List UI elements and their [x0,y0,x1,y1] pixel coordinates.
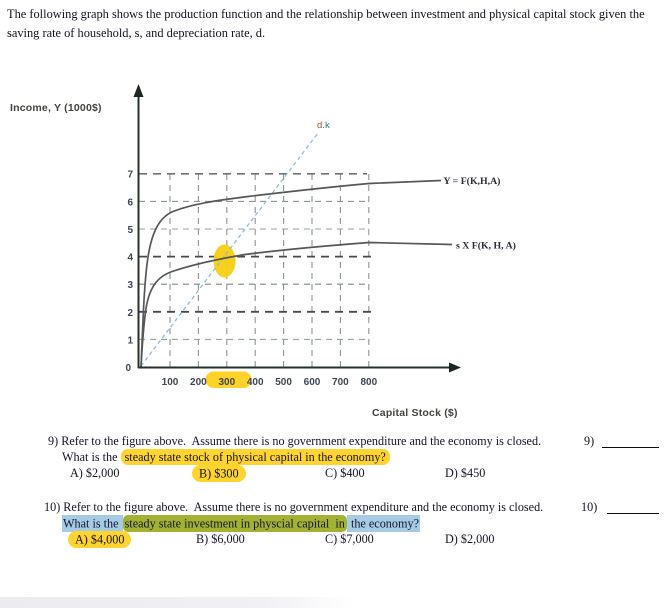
y-tick-labels: 7 6 5 4 3 2 1 0 [125,170,133,375]
question-10-option-a: A) $4,000 [68,530,132,548]
x-axis-title: Capital Stock ($) [372,407,458,419]
question-9-stem: 9) Refer to the figure above. Assume the… [48,434,542,448]
question-9-prompt-prefix: What is the [62,450,121,464]
y-tick-2: 2 [127,308,133,319]
question-10-prompt: What is the steady state investment in p… [62,514,420,532]
axes [133,84,461,373]
vertical-gridlines [169,174,370,367]
x-axis-arrow-icon [449,362,461,373]
question-10-option-b: B) $6,000 [196,532,245,546]
x-tick-600: 600 [304,377,321,388]
y-tick-5: 5 [127,225,133,236]
y-tick-0: 0 [125,363,131,374]
x-tick-800: 800 [360,377,377,388]
y-tick-7: 7 [127,170,133,181]
page-bottom-scan-artifact [0,597,354,608]
y-tick-1: 1 [127,336,133,347]
x-tick-100: 100 [162,377,179,388]
question-9-prompt: What is the steady state stock of physic… [62,449,390,465]
horizontal-gridlines [139,173,371,340]
production-curve [140,179,442,368]
question-9-option-b: B) $300 [192,464,246,482]
depreciation-line-label: d.k [317,120,330,131]
question-10-answer-blank [607,513,659,514]
x-tick-300: 300 [218,377,235,388]
question-9-option-d: D) $450 [445,466,486,480]
question-9-answer-label: 9) [584,434,595,448]
x-tick-500: 500 [275,377,292,388]
production-function-chart: 100 200 300 400 500 600 700 800 7 6 5 4 … [125,84,516,388]
question-10-prompt-suffix: the economy? [346,514,420,532]
question-10-option-c: C) $7,000 [325,532,374,546]
question-9-option-c: C) $400 [325,466,365,480]
steady-state-highlight [213,244,236,278]
y-tick-6: 6 [127,198,133,209]
saving-curve [140,241,453,368]
question-9-prompt-highlight: steady state stock of physical capital i… [120,449,390,465]
y-tick-4: 4 [127,253,133,264]
question-9-answer-blank [602,447,659,448]
y-axis-arrow-icon [133,84,144,97]
x-tick-300-highlight [205,371,252,388]
saving-curve-label: s X F(K, H, A) [456,241,516,252]
question-9-option-a: A) $2,000 [70,466,120,480]
production-curve-label: Y = F(K,H,A) [444,176,501,187]
x-tick-200: 200 [190,377,207,388]
question-10-answer-label: 10) [581,500,598,514]
x-tick-400: 400 [247,377,264,388]
y-axis-title: Income, Y (1000$) [10,102,102,114]
x-tick-labels: 100 200 300 400 500 600 700 800 [162,377,378,388]
y-tick-3: 3 [127,280,133,291]
x-tick-700: 700 [332,377,349,388]
question-10-prompt-prefix: What is the [62,514,123,532]
question-10-option-d: D) $2,000 [445,532,495,546]
question-10-stem: 10) Refer to the figure above. Assume th… [44,500,544,514]
intro-paragraph: The following graph shows the production… [7,7,648,41]
question-10-prompt-highlight: steady state investment in physcial capi… [122,514,347,532]
